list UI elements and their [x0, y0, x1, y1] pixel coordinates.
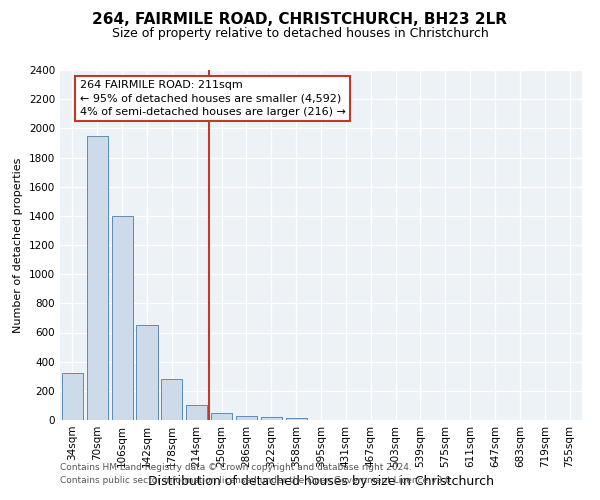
X-axis label: Distribution of detached houses by size in Christchurch: Distribution of detached houses by size …	[148, 476, 494, 488]
Text: 264 FAIRMILE ROAD: 211sqm
← 95% of detached houses are smaller (4,592)
4% of sem: 264 FAIRMILE ROAD: 211sqm ← 95% of detac…	[80, 80, 346, 116]
Y-axis label: Number of detached properties: Number of detached properties	[13, 158, 23, 332]
Bar	[136, 325, 158, 420]
Text: Contains public sector information licensed under the Open Government Licence v3: Contains public sector information licen…	[60, 476, 454, 485]
Bar	[87, 136, 108, 420]
Bar	[261, 417, 282, 420]
Text: 264, FAIRMILE ROAD, CHRISTCHURCH, BH23 2LR: 264, FAIRMILE ROAD, CHRISTCHURCH, BH23 2…	[92, 12, 508, 28]
Text: Contains HM Land Registry data © Crown copyright and database right 2024.: Contains HM Land Registry data © Crown c…	[60, 462, 412, 471]
Bar	[186, 406, 207, 420]
Bar	[112, 216, 133, 420]
Bar	[62, 374, 83, 420]
Bar	[236, 416, 257, 420]
Bar	[286, 418, 307, 420]
Text: Size of property relative to detached houses in Christchurch: Size of property relative to detached ho…	[112, 28, 488, 40]
Bar	[211, 412, 232, 420]
Bar	[161, 379, 182, 420]
